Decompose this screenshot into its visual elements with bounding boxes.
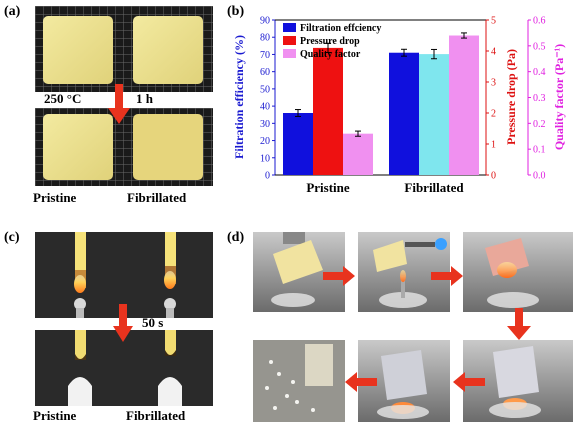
right2-tick-label-4: 0.4 bbox=[533, 67, 546, 78]
right-tick-label-4: 4 bbox=[491, 47, 496, 58]
left-tick-label-1: 10 bbox=[260, 153, 270, 164]
bar-left-pristine bbox=[283, 113, 313, 175]
legend-label-pressure: Pressure drop bbox=[300, 36, 360, 47]
left-tick-label-4: 40 bbox=[260, 102, 270, 113]
right2-tick-label-3: 0.3 bbox=[533, 93, 546, 104]
panel-a-photo-top bbox=[35, 6, 213, 92]
panel-c-photo-top bbox=[35, 232, 213, 318]
panel-c-caption-pristine: Pristine bbox=[33, 408, 77, 423]
panel-c-photo-bottom bbox=[35, 330, 213, 406]
right2-tick-label-2: 0.2 bbox=[533, 119, 546, 130]
right2-tick-label-0: 0.0 bbox=[533, 171, 546, 182]
bar-right-fibrillated bbox=[419, 54, 449, 175]
right-tick-label-3: 3 bbox=[491, 78, 496, 89]
pristine-sample bbox=[43, 16, 113, 84]
right2-tick-label-1: 0.1 bbox=[533, 145, 546, 156]
panel-b-label: (b) bbox=[227, 4, 245, 19]
panel-a-caption-fibrillated: Fibrillated bbox=[127, 190, 187, 205]
left-tick-label-6: 60 bbox=[260, 67, 270, 78]
arrow-left-2-icon bbox=[345, 372, 377, 392]
category-label-pristine: Pristine bbox=[306, 180, 350, 195]
panel-a-temp-label: 250 °C bbox=[44, 91, 82, 106]
fibrillated-sample bbox=[133, 16, 203, 84]
left-axis-title: Filtration efficiency (%) bbox=[232, 35, 246, 159]
frame-3 bbox=[463, 232, 573, 312]
bar-right2-fibrillated bbox=[449, 35, 479, 175]
legend-label-quality: Quality factor bbox=[300, 49, 361, 60]
right2-tick-label-5: 0.5 bbox=[533, 41, 546, 52]
left-tick-label-8: 80 bbox=[260, 33, 270, 44]
right-tick-label-5: 5 bbox=[491, 16, 496, 27]
right2-axis-title: Quality factor (Pa⁻¹) bbox=[552, 44, 566, 150]
arrow-left-1-icon bbox=[453, 372, 485, 392]
right2-tick-label-6: 0.6 bbox=[533, 16, 546, 27]
bar-right2-pristine bbox=[343, 133, 373, 175]
arrow-right-1-icon bbox=[323, 266, 355, 286]
panel-a-down-arrow-icon bbox=[108, 84, 130, 124]
panel-b-chart: 0 10 20 30 40 50 60 70 80 90 0 1 2 3 4 5 0.0 0.1 0.2 0.3 0… bbox=[228, 0, 573, 200]
frame-6 bbox=[253, 340, 345, 422]
panel-c-caption-fibrillated: Fibrillated bbox=[126, 408, 186, 423]
legend-swatch-filtration bbox=[283, 23, 296, 32]
left-tick-label-9: 90 bbox=[260, 16, 270, 27]
panel-a-label: (a) bbox=[4, 4, 21, 19]
right-tick-label-2: 2 bbox=[491, 109, 496, 120]
left-tick-label-2: 20 bbox=[260, 136, 270, 147]
panel-c-time-label: 50 s bbox=[142, 315, 164, 330]
left-tick-label-7: 70 bbox=[260, 50, 270, 61]
right-tick-label-1: 1 bbox=[491, 140, 496, 151]
frame-1 bbox=[253, 232, 345, 312]
panel-a-caption-pristine: Pristine bbox=[33, 190, 77, 205]
arrow-down-icon bbox=[507, 308, 531, 340]
right-axis-title: Pressure drop (Pa) bbox=[504, 49, 518, 145]
panel-a-time-label: 1 h bbox=[136, 91, 153, 106]
panel-c-down-arrow-icon bbox=[113, 304, 133, 342]
panel-d-sequence bbox=[253, 232, 573, 422]
bar-right-pristine bbox=[313, 47, 343, 175]
panel-a-photo-bottom bbox=[35, 108, 213, 186]
panel-d-label: (d) bbox=[227, 230, 245, 245]
legend-label-filtration: Filtration effciency bbox=[300, 23, 381, 34]
panel-c-label: (c) bbox=[4, 230, 20, 245]
right-tick-label-0: 0 bbox=[491, 171, 496, 182]
bar-left-fibrillated bbox=[389, 52, 419, 175]
left-tick-label-5: 50 bbox=[260, 84, 270, 95]
left-tick-label-0: 0 bbox=[265, 171, 270, 182]
legend-swatch-quality bbox=[283, 49, 296, 58]
legend-swatch-pressure bbox=[283, 36, 296, 45]
arrow-right-2-icon bbox=[431, 266, 463, 286]
category-label-fibrillated: Fibrillated bbox=[404, 180, 464, 195]
left-tick-label-3: 30 bbox=[260, 119, 270, 130]
